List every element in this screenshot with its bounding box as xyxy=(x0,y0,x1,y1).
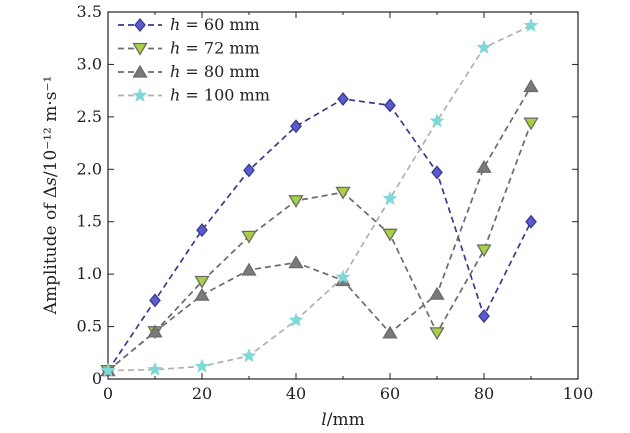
y-tick-label: 1.0 xyxy=(77,264,102,283)
series-1-marker xyxy=(337,92,349,107)
series-3-line xyxy=(107,85,532,372)
series-3-marker xyxy=(382,325,398,339)
series-4-marker xyxy=(147,361,163,376)
legend-item-2: h = 72 mm xyxy=(118,39,260,58)
series-3 xyxy=(100,79,539,377)
x-axis-label-unit: /mm xyxy=(327,410,365,430)
legend-item-1-label-value: = 60 mm xyxy=(180,15,259,34)
series-3-marker xyxy=(194,287,210,301)
series-1-marker xyxy=(384,98,396,113)
x-axis-label-variable: l xyxy=(321,410,326,430)
legend-item-4-label-variable: h xyxy=(170,86,180,105)
series-4-marker xyxy=(429,113,445,128)
legend-item-3-label: h = 80 mm xyxy=(170,62,260,81)
x-tick-label: 60 xyxy=(380,384,400,403)
y-axis-label-prefix: Amplitude of Δ xyxy=(41,186,61,316)
legend-item-2-label-variable: h xyxy=(170,39,180,58)
legend-item-4-label: h = 100 mm xyxy=(170,86,270,105)
series-3-marker xyxy=(147,324,163,338)
axis-ticks: 0 20 40 60 80 100 0 0.5 1.0 1.5 2.0 2.5 3.0 3.5 xyxy=(77,2,594,403)
y-tick-label: 0.5 xyxy=(77,317,102,336)
series-2-marker xyxy=(335,186,351,200)
series-3-marker xyxy=(288,255,304,269)
legend-item-3: h = 80 mm xyxy=(118,62,260,81)
series-2-marker xyxy=(241,230,257,244)
legend-item-4-label-value: = 100 mm xyxy=(180,86,270,105)
legend-item-1-marker xyxy=(134,17,146,33)
legend-item-2-marker xyxy=(132,42,148,56)
series-2-marker xyxy=(429,327,445,341)
series-4-marker xyxy=(335,269,351,284)
legend: h = 60 mmh = 72 mmh = 80 mmh = 100 mm xyxy=(118,15,270,105)
series-2-marker xyxy=(288,195,304,209)
series-1-marker xyxy=(149,293,161,308)
series-3-marker xyxy=(523,79,539,93)
series-4-marker xyxy=(523,17,539,32)
y-tick-label: 0 xyxy=(92,369,102,388)
series-1-marker xyxy=(431,165,443,180)
legend-item-4: h = 100 mm xyxy=(118,86,270,105)
y-axis-label-unit: /10⁻¹² m·s⁻¹ xyxy=(41,76,61,177)
x-tick-label: 80 xyxy=(474,384,494,403)
legend-item-4-marker xyxy=(132,87,148,102)
series-1-marker xyxy=(290,119,302,134)
x-tick-label: 100 xyxy=(563,384,594,403)
x-tick-label: 20 xyxy=(192,384,212,403)
series-4-marker xyxy=(476,39,492,54)
series-2-marker xyxy=(523,117,539,131)
legend-item-2-label: h = 72 mm xyxy=(170,39,260,58)
series-4 xyxy=(100,17,539,377)
x-tick-label: 40 xyxy=(286,384,306,403)
series-4-marker xyxy=(382,190,398,205)
y-tick-label: 3.0 xyxy=(77,54,102,73)
y-tick-label: 2.5 xyxy=(77,107,102,126)
series-3-marker xyxy=(429,286,445,300)
series-2 xyxy=(100,117,539,378)
legend-item-3-marker xyxy=(132,64,148,78)
series-1-marker xyxy=(196,223,208,238)
series-layer xyxy=(100,17,539,378)
legend-item-1-label: h = 60 mm xyxy=(170,15,260,34)
series-4-marker xyxy=(100,362,116,377)
series-1-marker xyxy=(478,309,490,324)
y-tick-label: 1.5 xyxy=(77,212,102,231)
x-axis-label: l/mm xyxy=(321,410,364,430)
series-1-line xyxy=(107,98,532,372)
series-4-marker xyxy=(194,358,210,373)
series-3-marker xyxy=(241,262,257,276)
y-axis-label: Amplitude of Δs/10⁻¹² m·s⁻¹ xyxy=(41,76,61,316)
y-tick-label: 2.0 xyxy=(77,159,102,178)
series-2-line xyxy=(107,122,532,372)
series-2-marker xyxy=(476,244,492,258)
legend-item-3-label-variable: h xyxy=(170,62,180,81)
series-1-marker xyxy=(525,214,537,229)
x-tick-label: 0 xyxy=(103,384,113,403)
legend-item-1-label-variable: h xyxy=(170,15,180,34)
series-2-marker xyxy=(382,228,398,242)
series-4-line xyxy=(107,24,532,372)
legend-item-2-label-value: = 72 mm xyxy=(180,39,259,58)
y-axis-label-variable: s xyxy=(41,177,61,186)
series-4-marker xyxy=(288,312,304,327)
y-tick-label: 3.5 xyxy=(77,2,102,21)
legend-item-1: h = 60 mm xyxy=(118,15,260,34)
series-1-marker xyxy=(243,163,255,178)
series-4-marker xyxy=(241,348,257,363)
legend-item-3-label-value: = 80 mm xyxy=(180,62,259,81)
series-2-marker xyxy=(194,275,210,289)
series-1 xyxy=(102,92,537,378)
series-3-marker xyxy=(476,159,492,173)
